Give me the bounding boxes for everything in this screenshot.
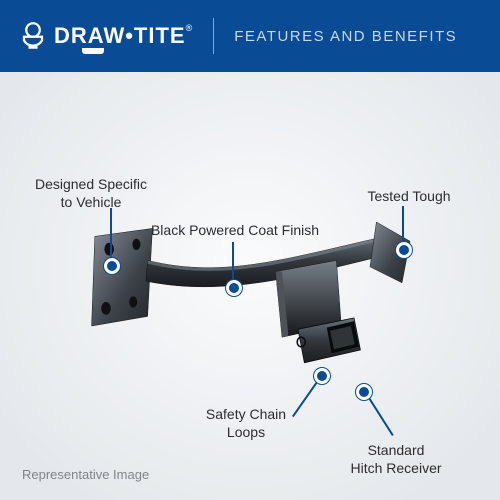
diagram-canvas: Designed Specificto Vehicle Black Powered… xyxy=(0,72,500,500)
callout-line-tested xyxy=(402,206,404,246)
callout-point-receiver xyxy=(356,384,372,400)
callout-point-tested xyxy=(396,242,412,258)
callout-line-designed xyxy=(110,208,112,264)
callout-point-designed xyxy=(104,258,120,274)
callout-receiver: StandardHitch Receiver xyxy=(336,442,456,477)
header-bar: DRAW•TITE® FEATURES AND BENEFITS xyxy=(0,0,500,72)
callout-designed: Designed Specificto Vehicle xyxy=(26,176,156,211)
brand-logo: DRAW•TITE® xyxy=(18,21,193,51)
callout-line-black-finish xyxy=(232,242,234,282)
hitch-ball-icon xyxy=(18,21,48,51)
header-divider xyxy=(213,18,214,54)
callout-chain-loops: Safety ChainLoops xyxy=(196,406,296,441)
callout-tested: Tested Tough xyxy=(354,188,464,206)
footnote-text: Representative Image xyxy=(22,467,149,482)
callout-point-black-finish xyxy=(226,280,242,296)
callout-point-chain-loops xyxy=(314,368,330,384)
callout-black-finish: Black Powered Coat Finish xyxy=(130,222,340,240)
brand-name: DRAW•TITE® xyxy=(54,23,193,49)
header-subtitle: FEATURES AND BENEFITS xyxy=(234,28,457,45)
